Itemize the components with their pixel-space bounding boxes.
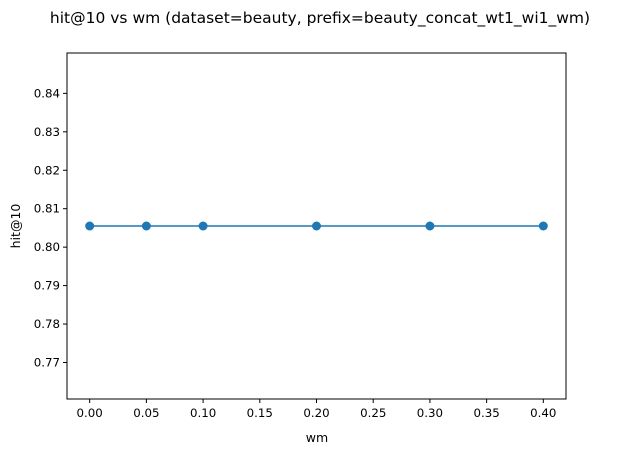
x-tick-label: 0.00 [77, 406, 103, 420]
x-tick-label: 0.35 [473, 406, 499, 420]
data-point [85, 221, 95, 231]
x-tick-label: 0.10 [190, 406, 216, 420]
data-point [198, 221, 208, 231]
y-tick-label: 0.78 [34, 317, 60, 331]
x-tick-label: 0.40 [530, 406, 556, 420]
y-axis-label: hit@10 [8, 204, 23, 249]
plot-frame [66, 52, 567, 400]
data-point [141, 221, 151, 231]
data-point [312, 221, 321, 231]
y-tick-label: 0.79 [34, 279, 60, 293]
y-tick-label: 0.84 [34, 86, 60, 100]
x-axis-label: wm [306, 430, 328, 445]
x-tick-label: 0.15 [247, 406, 273, 420]
x-tick-label: 0.30 [417, 406, 443, 420]
y-tick-label: 0.77 [34, 355, 60, 369]
plot-area: 0.00 0.05 0.10 0.15 0.20 0.25 0.30 0.35 0.40 0.77… [34, 86, 557, 420]
y-tick-label: 0.83 [34, 125, 60, 139]
x-tick-label: 0.20 [303, 406, 329, 420]
y-tick-label: 0.80 [34, 240, 60, 254]
y-tick-label: 0.82 [34, 163, 60, 177]
x-tick-label: 0.05 [133, 406, 159, 420]
x-tick-label: 0.25 [360, 406, 386, 420]
data-point [538, 221, 548, 231]
y-tick-label: 0.81 [34, 202, 60, 216]
data-point [425, 221, 435, 231]
chart-title: hit@10 vs wm (dataset=beauty, prefix=bea… [50, 9, 590, 28]
